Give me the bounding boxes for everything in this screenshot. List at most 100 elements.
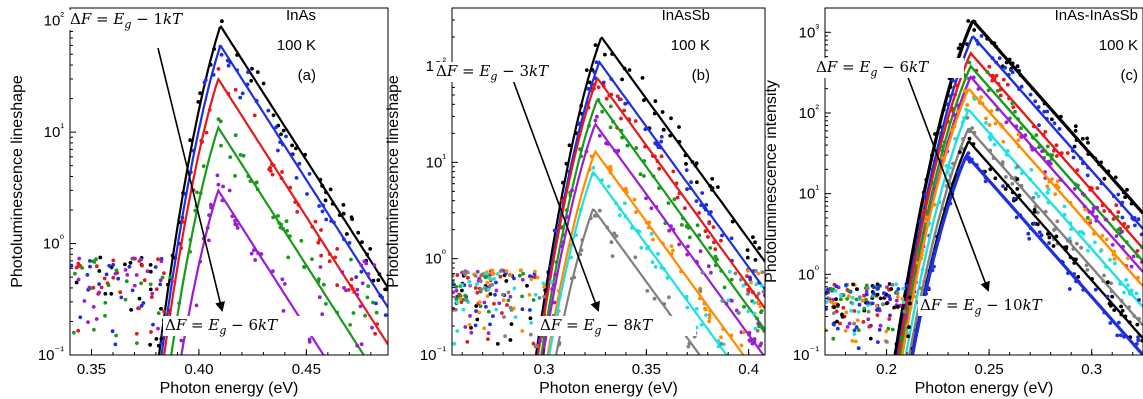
x-tick-label: 0.2	[876, 361, 897, 378]
data-point	[1113, 175, 1118, 180]
data-point	[884, 329, 889, 334]
data-point	[704, 313, 708, 317]
data-point	[139, 303, 144, 308]
series-3	[831, 51, 1143, 355]
data-point	[875, 313, 880, 317]
data-point	[221, 184, 226, 189]
data-point	[719, 341, 724, 346]
data-point	[216, 67, 221, 71]
data-point	[1015, 64, 1020, 69]
data-point	[1113, 261, 1117, 266]
label-backing	[538, 316, 696, 336]
data-point	[374, 310, 379, 315]
data-point	[149, 330, 153, 334]
fit-line	[157, 25, 388, 355]
data-point	[1131, 254, 1136, 259]
data-point	[249, 251, 254, 256]
data-point	[998, 93, 1003, 98]
series-7	[452, 165, 764, 355]
data-point	[316, 240, 321, 245]
data-point	[610, 254, 615, 258]
data-point	[604, 96, 609, 101]
data-point	[672, 197, 677, 202]
data-point	[366, 284, 371, 288]
data-point	[127, 264, 132, 269]
data-point	[208, 202, 213, 207]
data-point	[341, 211, 346, 216]
data-point	[727, 269, 732, 274]
data-point	[1085, 215, 1090, 220]
data-point	[997, 56, 1002, 60]
data-point	[294, 146, 298, 151]
data-point	[838, 321, 842, 326]
data-point	[1114, 234, 1119, 239]
data-point	[1011, 105, 1016, 109]
y-axis-label: Photoluminescence lineshape	[9, 75, 26, 288]
data-point	[233, 133, 238, 138]
data-point	[683, 206, 687, 211]
data-point	[965, 103, 970, 107]
data-point	[757, 246, 762, 251]
data-point	[1034, 133, 1039, 138]
data-point	[706, 235, 710, 239]
data-point	[669, 116, 673, 121]
data-point	[754, 282, 759, 287]
data-point	[1139, 232, 1143, 237]
data-point	[134, 273, 139, 277]
data-point	[1014, 215, 1019, 220]
label-backing	[434, 62, 584, 82]
data-point	[473, 274, 478, 278]
data-point	[226, 63, 231, 68]
temperature-label: 100 K	[671, 37, 710, 54]
data-point	[694, 307, 699, 311]
data-point	[73, 271, 77, 276]
data-point	[1047, 241, 1051, 245]
plot-area	[70, 19, 388, 355]
data-point	[533, 293, 538, 297]
data-point	[324, 217, 329, 222]
data-point	[261, 81, 266, 86]
data-point	[520, 294, 524, 299]
data-point	[852, 332, 857, 336]
data-point	[567, 143, 572, 148]
data-point	[94, 264, 99, 269]
data-point	[877, 328, 882, 332]
data-point	[642, 174, 646, 178]
data-point	[825, 307, 829, 311]
data-point	[907, 295, 912, 300]
data-point	[984, 120, 988, 125]
data-point	[114, 268, 119, 273]
data-point	[1055, 219, 1060, 224]
data-point	[1120, 215, 1125, 220]
data-point	[749, 280, 753, 285]
y-tick-label: 10⁻¹	[38, 345, 64, 364]
data-point	[584, 68, 589, 72]
data-point	[986, 88, 991, 93]
data-point	[889, 287, 894, 291]
data-point	[295, 210, 300, 214]
data-point	[651, 237, 655, 242]
data-point	[951, 112, 956, 117]
data-point	[153, 265, 158, 269]
data-point	[215, 173, 220, 178]
data-point	[228, 155, 233, 160]
data-point	[994, 73, 999, 78]
data-point	[503, 334, 507, 338]
data-point	[87, 285, 92, 290]
data-point	[88, 259, 92, 263]
fit-line	[534, 36, 765, 355]
data-point	[756, 291, 761, 296]
fit-line	[540, 99, 765, 355]
data-point	[614, 234, 619, 238]
data-point	[365, 295, 370, 300]
data-point	[349, 215, 354, 220]
data-point	[485, 294, 490, 299]
data-point	[677, 125, 681, 129]
data-point	[852, 328, 857, 333]
fit-line	[901, 88, 1143, 355]
data-point	[490, 268, 495, 273]
data-point	[487, 276, 492, 281]
data-point	[281, 128, 286, 133]
data-point	[1104, 237, 1109, 242]
data-point	[896, 287, 901, 291]
